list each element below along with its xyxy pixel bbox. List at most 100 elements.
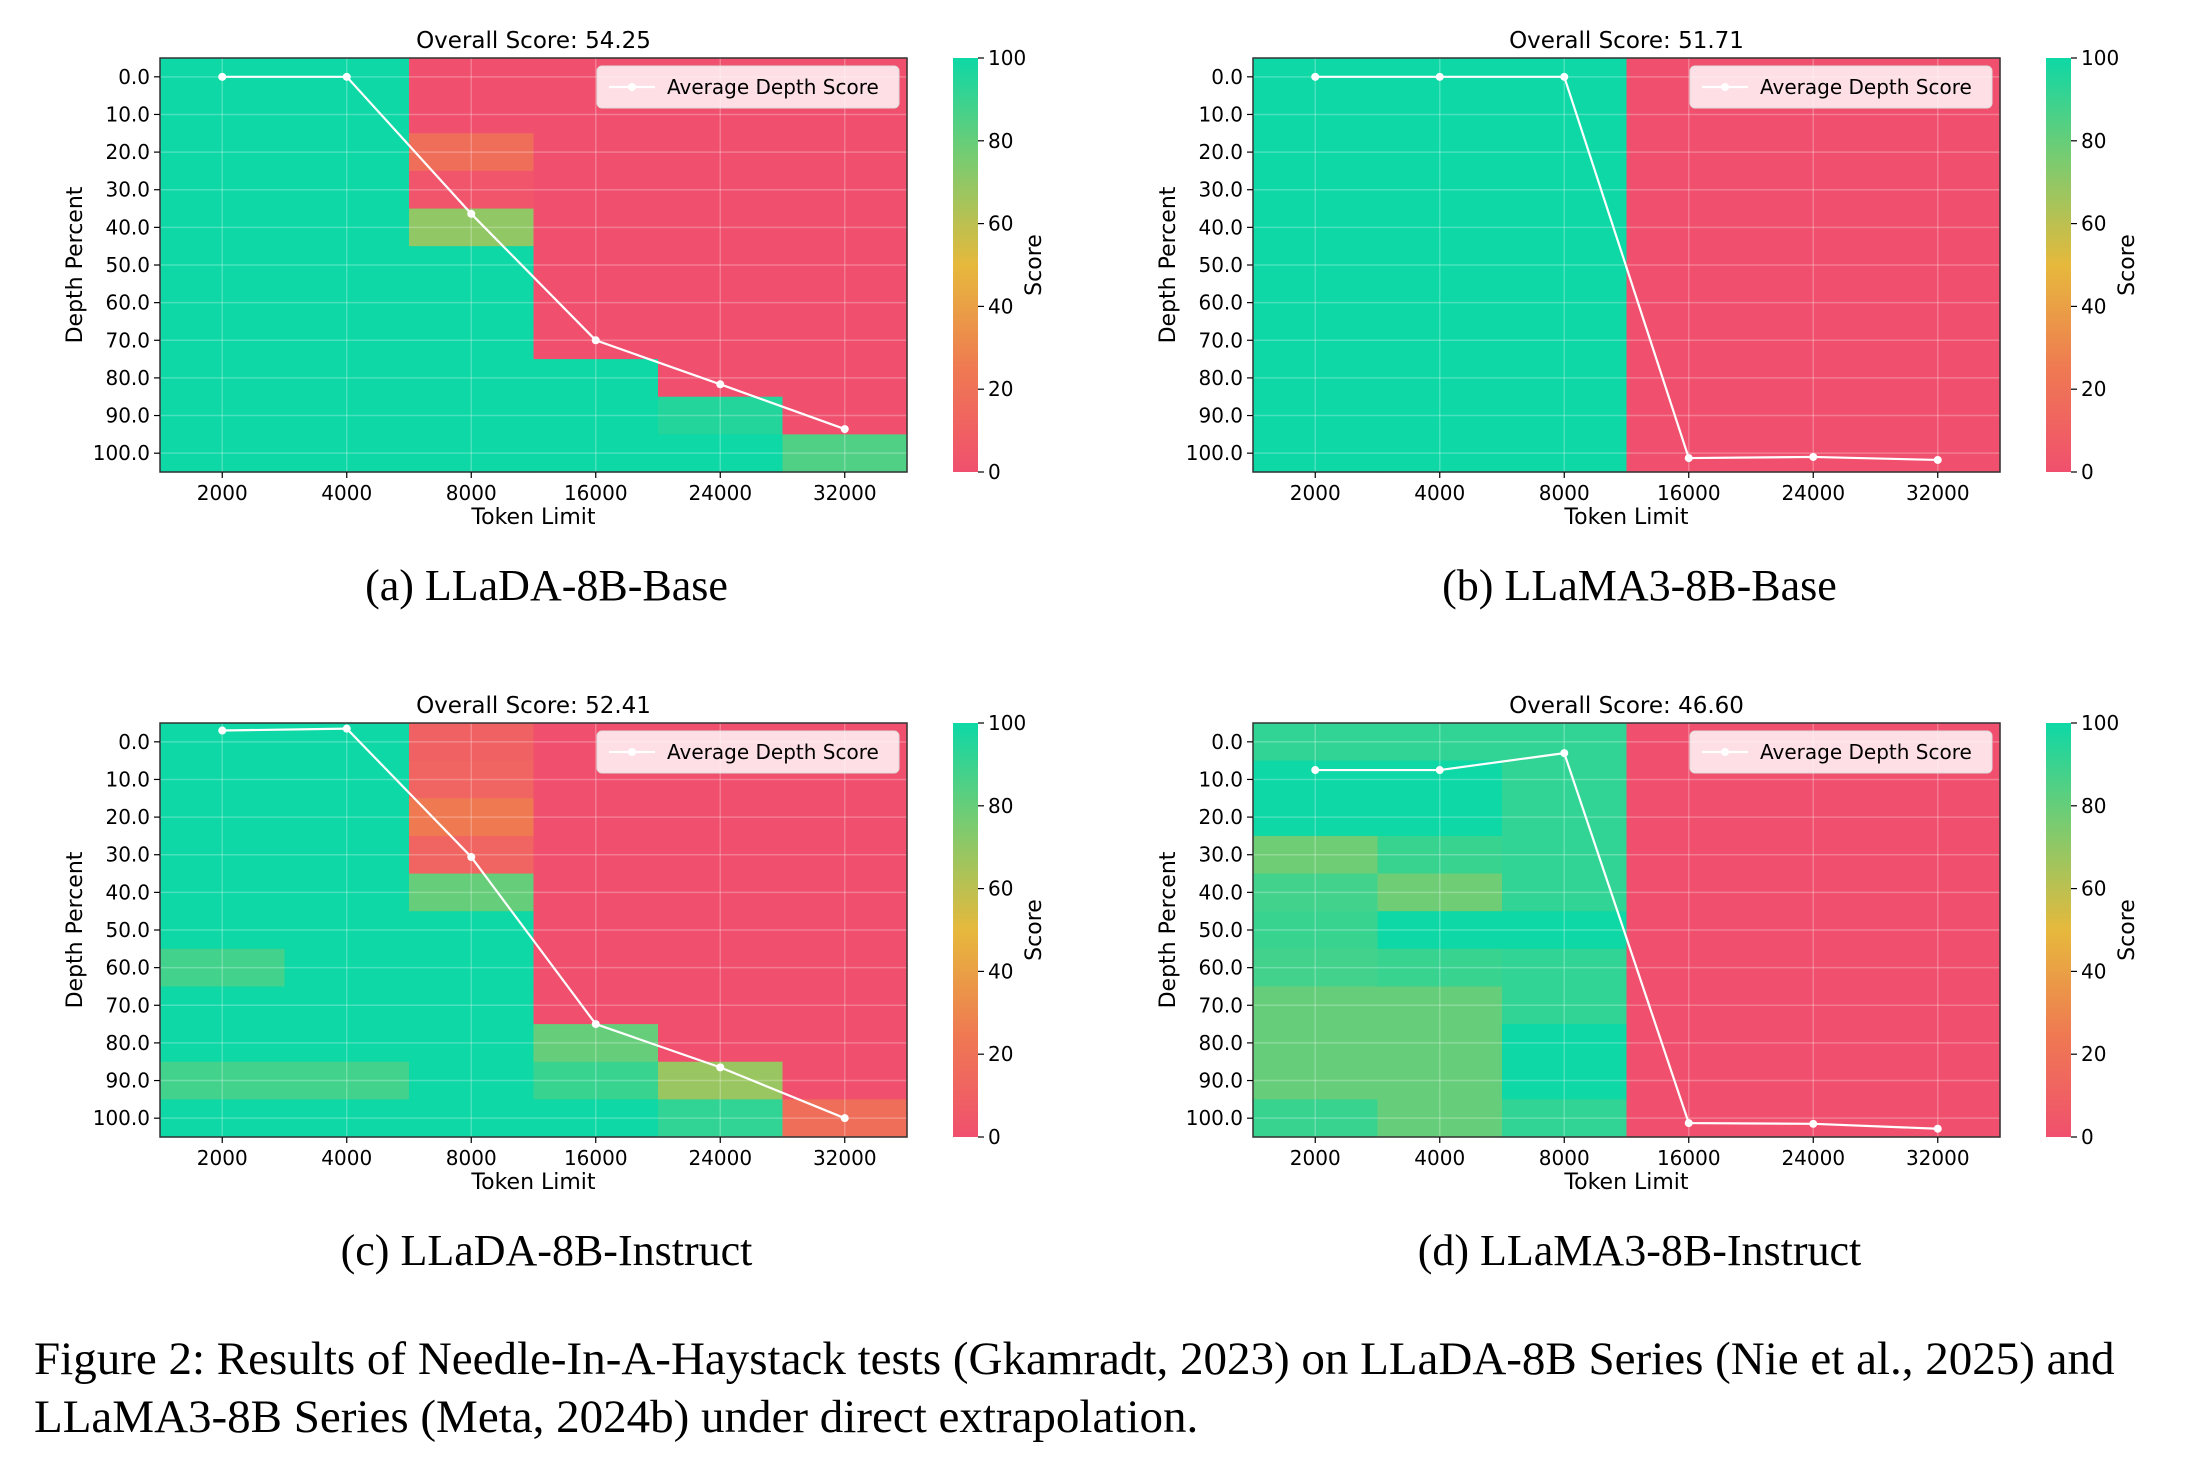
x-axis-label: Token Limit: [1563, 1170, 1689, 1195]
heatmap-cell: [409, 798, 535, 837]
y-tick-label: 0.0: [1211, 65, 1243, 89]
heatmap-cell: [1502, 396, 1628, 435]
x-tick-label: 32000: [813, 1146, 877, 1170]
colorbar: [953, 723, 978, 1137]
chart-panel-c: Overall Score: 52.41 2000 4000 8000 16000 240…: [0, 665, 1093, 1315]
colorbar-tick-label: 40: [988, 959, 1013, 983]
heatmap-cell: [533, 359, 659, 398]
heatmap-cell: [409, 948, 535, 988]
colorbar-tick-label: 20: [988, 377, 1013, 401]
heatmap-cell: [1875, 321, 2001, 360]
heatmap-cell: [409, 396, 535, 435]
y-tick-label: 50.0: [1198, 253, 1243, 277]
y-tick-label: 70.0: [1198, 328, 1243, 352]
heatmap-cell: [1875, 283, 2001, 323]
heatmap-cell: [1377, 986, 1503, 1025]
heatmap-cell: [1626, 798, 1752, 837]
average-depth-point: [1933, 1124, 1942, 1133]
heatmap-cell: [1751, 170, 1877, 210]
heatmap-cell: [658, 133, 784, 172]
heatmap-cell: [1253, 133, 1379, 172]
average-depth-point: [467, 852, 476, 861]
y-tick-label: 90.0: [105, 1069, 150, 1093]
heatmap-cell: [782, 321, 908, 360]
heatmap-cell: [1377, 1061, 1503, 1100]
heatmap-cell: [1253, 911, 1379, 950]
heatmap-cell: [1502, 948, 1628, 988]
heatmap-cell: [1875, 986, 2001, 1025]
heatmap-cell: [284, 170, 410, 210]
heatmap-cell: [658, 170, 784, 210]
x-tick-label: 16000: [564, 481, 628, 505]
y-tick-label: 60.0: [105, 956, 150, 980]
heatmap-cell: [533, 1061, 659, 1100]
heatmap-cell: [1377, 133, 1503, 172]
subcaption-d: (d) LLaMA3-8B-Instruct: [1417, 1226, 1862, 1275]
x-tick-label: 2000: [197, 1146, 248, 1170]
heatmap-cell: [160, 396, 286, 435]
heatmap-cell: [1253, 170, 1379, 210]
heatmap-cell: [782, 873, 908, 912]
heatmap-cell: [160, 911, 286, 950]
heatmap-cell: [160, 283, 286, 323]
x-axis-label: Token Limit: [1563, 505, 1689, 530]
heatmap-cell: [1751, 1024, 1877, 1063]
heatmap-cell: [533, 396, 659, 435]
grid-lines: [1253, 58, 2000, 472]
heatmap-cell: [1875, 873, 2001, 912]
legend-box: [1689, 730, 1993, 774]
heatmap-cell: [1377, 1099, 1503, 1138]
heatmap-cell: [1253, 986, 1379, 1025]
heatmap-cell: [160, 133, 286, 172]
heatmap-cell: [1253, 359, 1379, 398]
y-tick-label: 30.0: [1198, 843, 1243, 867]
heatmap-cell: [409, 321, 535, 360]
x-tick-label: 24000: [688, 481, 752, 505]
heatmap-cell: [782, 1024, 908, 1063]
x-tick-label: 24000: [1781, 1146, 1845, 1170]
heatmap-cell: [1377, 948, 1503, 988]
heatmap-cell: [284, 948, 410, 988]
x-tick-label: 4000: [321, 481, 372, 505]
heatmap-cell: [1253, 873, 1379, 912]
heatmap-cell: [533, 1099, 659, 1138]
y-tick-label: 90.0: [1198, 404, 1243, 428]
heatmap-cell: [533, 835, 659, 875]
subcaption-b: (b) LLaMA3-8B-Base: [1442, 561, 1837, 610]
average-depth-point: [1311, 72, 1320, 81]
heatmap-cell: [782, 208, 908, 247]
heatmap-cell: [782, 434, 908, 473]
heatmap-cell: [1875, 798, 2001, 837]
heatmap-cell: [1377, 873, 1503, 912]
heatmap-cell: [1502, 434, 1628, 473]
heatmap-cell: [284, 911, 410, 950]
y-axis-label: Depth Percent: [1156, 186, 1181, 343]
heatmap-d: Overall Score: 46.60 2000 4000 8000 16000 240…: [1156, 693, 2140, 1195]
heatmap-cell: [1253, 948, 1379, 988]
heatmap-cell: [1502, 986, 1628, 1025]
heatmap-cell: [782, 283, 908, 323]
heatmap-cell: [1751, 1061, 1877, 1100]
y-tick-label: 40.0: [1198, 215, 1243, 239]
heatmap-cell: [160, 798, 286, 837]
colorbar-tick-label: 0: [988, 1125, 1001, 1149]
heatmap-cell: [1626, 1099, 1752, 1138]
colorbar-tick-label: 80: [2081, 129, 2106, 153]
heatmap-cell: [1502, 835, 1628, 875]
average-depth-point: [591, 1020, 600, 1029]
heatmap-cell: [1626, 986, 1752, 1025]
y-tick-label: 60.0: [1198, 291, 1243, 315]
heatmap-cell: [1253, 246, 1379, 285]
colorbar-tick-label: 60: [988, 212, 1013, 236]
heatmap-c: Overall Score: 52.41 2000 4000 8000 16000 240…: [63, 693, 1047, 1195]
colorbar: [2046, 723, 2071, 1137]
heatmap-cell: [284, 760, 410, 799]
heatmap-cells: [1253, 723, 2001, 1138]
average-depth-point: [218, 726, 227, 735]
figure-caption: Figure 2: Results of Needle-In-A-Haystac…: [34, 1333, 2115, 1443]
heatmap-cell: [160, 359, 286, 398]
heatmap-cell: [533, 873, 659, 912]
heatmap-cell: [1502, 911, 1628, 950]
heatmap-cell: [409, 133, 535, 172]
legend-label: Average Depth Score: [1760, 740, 1972, 764]
